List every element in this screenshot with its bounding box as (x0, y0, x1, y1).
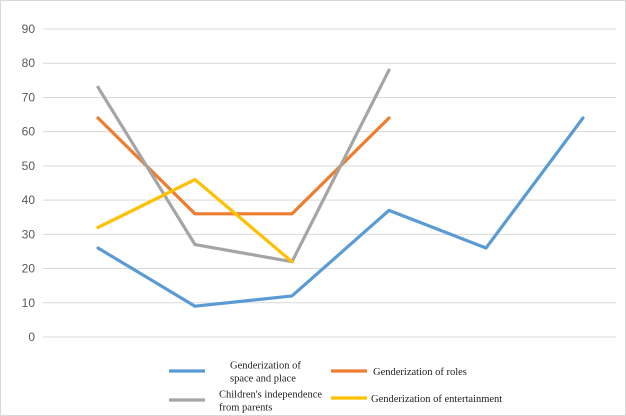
series-lines (96, 68, 585, 308)
y-tick-label: 30 (22, 227, 36, 241)
y-tick-label: 80 (22, 56, 36, 70)
y-tick-label: 0 (28, 330, 35, 344)
y-axis: 0 10 20 30 40 50 60 70 80 90 (22, 22, 36, 344)
y-tick-label: 40 (22, 193, 36, 207)
y-tick-label: 90 (22, 22, 36, 36)
legend-label-3: from parents (219, 403, 272, 414)
y-tick-label: 20 (22, 262, 36, 276)
y-tick-label: 70 (22, 90, 36, 104)
legend-label-2: Genderization of roles (373, 367, 467, 378)
y-tick-label: 60 (22, 125, 36, 139)
y-tick-label: 10 (22, 296, 36, 310)
legend-label-4: Genderization of entertainment (371, 394, 502, 405)
series-line-1 (96, 116, 585, 308)
legend-label-1: Genderization of (230, 361, 301, 372)
series-line-4 (96, 177, 294, 264)
series-line-3 (96, 68, 391, 264)
gridlines (43, 28, 616, 338)
legend-label-3: Children's independence (219, 390, 322, 401)
legend: Genderization of space and place Genderiza… (169, 361, 502, 414)
y-tick-label: 50 (22, 159, 36, 173)
legend-label-1: space and place (230, 374, 296, 385)
